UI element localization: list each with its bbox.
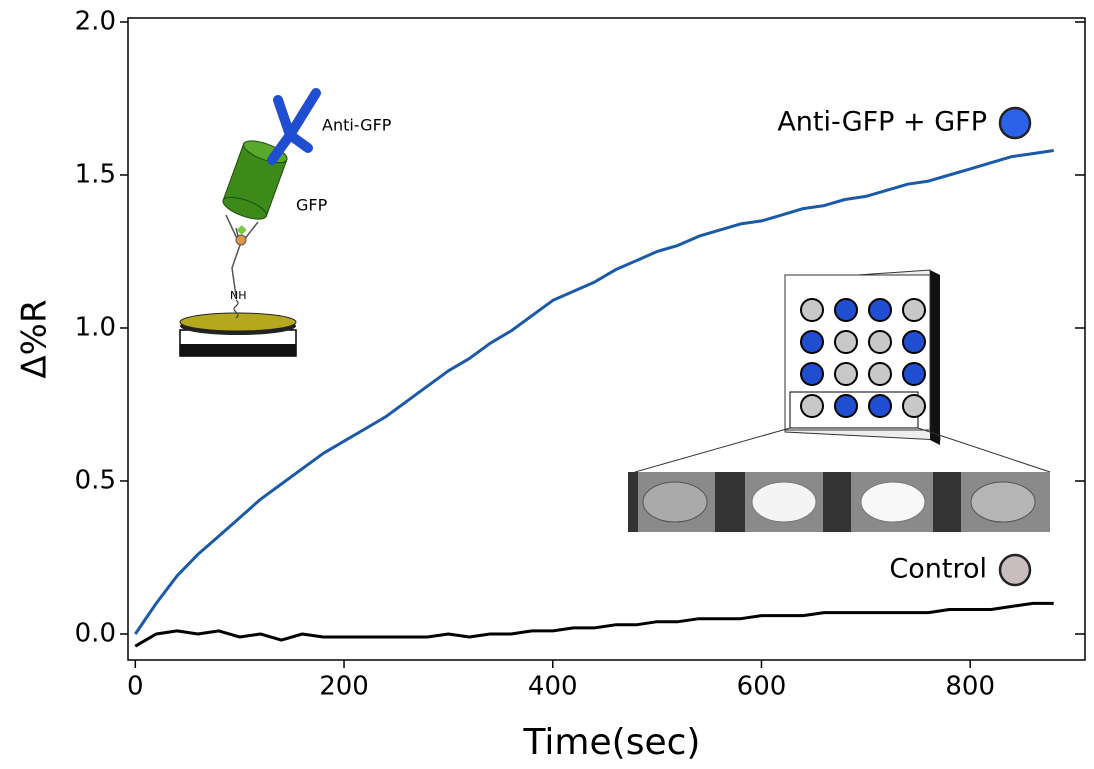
sensor-schematic: Anti-GFP GFP NH (179, 88, 392, 357)
array-spot (902, 362, 926, 386)
array-spot (902, 330, 926, 354)
y-axis-label: Δ%R (15, 299, 55, 378)
array-spot (902, 298, 926, 322)
diagram-label: Anti-GFP (322, 116, 392, 135)
y-tick-label: 0.5 (75, 465, 116, 495)
array-spot (868, 394, 892, 418)
data-line (134, 149, 1054, 635)
legend-label: Anti-GFP + GFP (777, 107, 987, 138)
legend-label: Control (889, 554, 987, 585)
plot-frame (127, 17, 1086, 661)
y-tick-label: 1.5 (75, 159, 116, 189)
legend-marker (998, 106, 1032, 140)
diagram-label: NH (230, 289, 247, 302)
array-spot (800, 394, 824, 418)
array-spot (800, 298, 824, 322)
array-spot (834, 394, 858, 418)
x-tick-label: 200 (319, 672, 369, 702)
diagram-label: GFP (296, 196, 328, 215)
array-spot (868, 298, 892, 322)
array-spot (834, 298, 858, 322)
x-tick-label: 400 (528, 672, 578, 702)
x-axis-label: Time(sec) (523, 722, 701, 763)
array-spot (834, 330, 858, 354)
y-tick-label: 2.0 (75, 6, 116, 36)
x-tick-label: 800 (945, 672, 995, 702)
legend-marker (998, 553, 1032, 587)
array-schematic (628, 269, 1051, 532)
y-tick-label: 0.0 (75, 618, 116, 648)
array-spot (800, 362, 824, 386)
y-tick-label: 1.0 (75, 312, 116, 342)
array-spot (800, 330, 824, 354)
array-spot (868, 362, 892, 386)
array-spot (834, 362, 858, 386)
x-tick-label: 600 (737, 672, 787, 702)
array-spot (868, 330, 892, 354)
array-spot (902, 394, 926, 418)
x-tick-label: 0 (127, 672, 144, 702)
data-line (134, 601, 1054, 648)
